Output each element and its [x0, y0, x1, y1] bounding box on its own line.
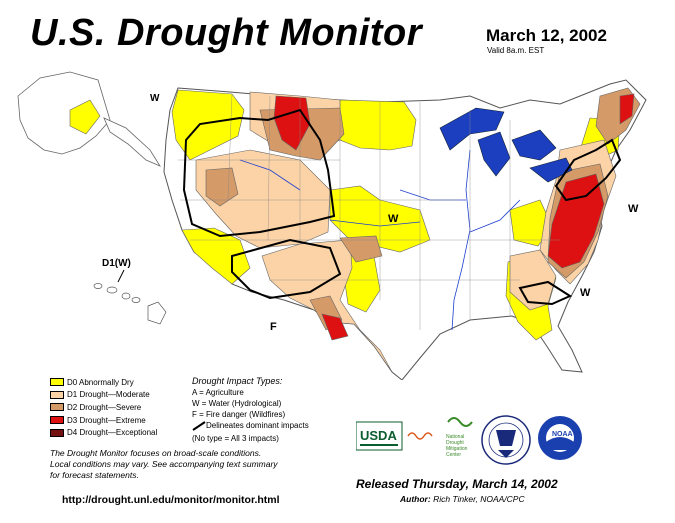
d3-maine: [619, 93, 635, 125]
valid-time: Valid 8a.m. EST: [487, 46, 545, 55]
legend-item-d2: D2 Drought—Severe: [50, 401, 157, 414]
legend-item-d1: D1 Drought—Moderate: [50, 389, 157, 402]
impact-line-w: W = Water (Hydrological): [192, 399, 282, 408]
ndmc-text-4: Center: [446, 452, 461, 458]
legend-swatch: [50, 403, 64, 412]
alaska-region: [17, 71, 111, 155]
noaa-logo: NOAA: [538, 416, 582, 460]
usda-logo-text: USDA: [360, 428, 397, 443]
delineates-row: Delineates dominant impacts: [192, 420, 309, 431]
d3-texas: [321, 313, 349, 341]
ndmc-logo: National Drought Mitigation Center: [446, 417, 473, 458]
legend-label: D3 Drought—Extreme: [67, 415, 146, 425]
impact-title: Drought Impact Types:: [192, 376, 283, 386]
impact-line-southwest: [231, 238, 342, 300]
map-date: March 12, 2002: [486, 26, 607, 45]
legend-swatch: [50, 378, 64, 387]
legend-label: D4 Drought—Exceptional: [67, 428, 158, 438]
legend-label: D0 Abnormally Dry: [67, 377, 134, 387]
hawaii-pointer: [117, 269, 125, 283]
noaa-logo-text: NOAA: [552, 431, 573, 438]
impact-line-a: A = Agriculture: [192, 388, 244, 397]
impact-line-f: F = Fire danger (Wildfires): [192, 410, 286, 419]
hawaii-islands: [93, 283, 167, 325]
commerce-seal: [481, 415, 531, 465]
drought-map: W W W W F D1(W): [17, 71, 647, 380]
state-borders: [178, 93, 560, 330]
map-label-f-sw: F: [270, 321, 277, 333]
usda-logo: USDA: [356, 421, 403, 451]
wave-icon: [407, 432, 433, 440]
map-label-w-center: W: [388, 213, 399, 225]
focus-line: The Drought Monitor focuses on broad-sca…: [50, 448, 262, 458]
focus-line: for forecast statements.: [50, 470, 139, 480]
ndmc-text-1: National: [446, 434, 464, 440]
impact-line-southeast: [518, 280, 573, 306]
author-line: Author: Rich Tinker, NOAA/CPC: [400, 494, 525, 504]
release-date: Released Thursday, March 14, 2002: [356, 477, 558, 491]
author-name: Rich Tinker, NOAA/CPC: [433, 494, 525, 504]
alaska-panhandle: [103, 117, 162, 167]
focus-note: The Drought Monitor focuses on broad-sca…: [50, 448, 350, 481]
delineation-line-icon: [192, 420, 206, 431]
legend-label: D2 Drought—Severe: [67, 402, 142, 412]
legend-swatch: [50, 428, 64, 437]
delineates-label: Delineates dominant impacts: [206, 421, 309, 430]
legend-item-d3: D3 Drought—Extreme: [50, 414, 157, 427]
d0-northern-plains: [339, 99, 417, 151]
impact-line-northwest: [182, 108, 336, 238]
legend-item-d0: D0 Abnormally Dry: [50, 376, 157, 389]
legend-label: D1 Drought—Moderate: [67, 390, 150, 400]
focus-line: Local conditions may vary. See accompany…: [50, 459, 278, 469]
legend-swatch: [50, 416, 64, 425]
agency-logos: USDA National Drought Mitigation Center …: [356, 415, 582, 465]
d0-northwest: [171, 89, 245, 161]
monitor-url[interactable]: http://drought.unl.edu/monitor/monitor.h…: [62, 494, 280, 506]
map-label-w-ne: W: [628, 203, 639, 215]
map-label-d1w-hawaii: D1(W): [102, 258, 131, 269]
legend-swatch: [50, 390, 64, 399]
alaska-d0: [69, 99, 101, 135]
map-label-w-se: W: [580, 287, 591, 299]
d2-colorado: [339, 235, 383, 263]
legend: D0 Abnormally Dry D1 Drought—Moderate D2…: [50, 376, 157, 439]
no-type-note: (No type = All 3 impacts): [192, 434, 279, 443]
author-label: Author:: [400, 494, 431, 504]
impact-line-east: [554, 138, 622, 202]
ndmc-text-2: Drought: [446, 440, 464, 446]
great-lakes: [439, 107, 573, 183]
impact-types: Drought Impact Types: A = Agriculture W …: [192, 376, 309, 444]
ndmc-text-3: Mitigation: [446, 446, 468, 452]
map-label-w-nw: W: [150, 93, 160, 104]
legend-item-d4: D4 Drought—Exceptional: [50, 426, 157, 439]
map-title: U.S. Drought Monitor: [30, 12, 423, 54]
